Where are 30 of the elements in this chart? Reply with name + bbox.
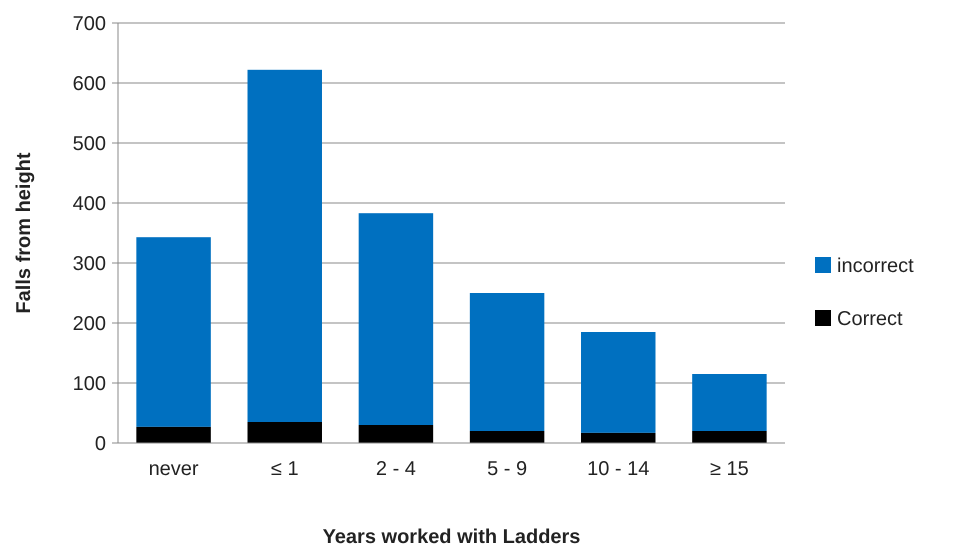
y-tick-label: 100 [72, 373, 106, 395]
y-tick-label: 600 [72, 73, 106, 95]
y-tick-label: 500 [72, 133, 106, 155]
y-axis-title: Falls from height [13, 152, 35, 314]
bar [470, 431, 544, 443]
bar [470, 293, 544, 431]
bar [358, 213, 434, 425]
bar [248, 422, 322, 443]
x-axis-title: Years worked with Ladders [322, 526, 580, 548]
legend-label: incorrect [837, 255, 914, 277]
bar [136, 426, 211, 443]
x-tick-label: 2 - 4 [376, 458, 416, 480]
bar [136, 237, 211, 427]
y-tick-label: 300 [72, 253, 106, 275]
legend-label: Correct [837, 308, 904, 330]
y-tick-label: 700 [72, 13, 106, 35]
x-tick-label: never [148, 458, 199, 480]
bar [692, 431, 767, 443]
y-tick-label: 200 [72, 313, 106, 335]
bar [581, 332, 656, 433]
x-tick-label: 10 - 14 [587, 458, 650, 480]
y-tick-label: 0 [94, 433, 106, 455]
x-tick-label: 5 - 9 [487, 458, 528, 480]
bar [581, 432, 656, 443]
x-tick-label: ≥ 15 [710, 458, 749, 480]
bar [248, 70, 322, 422]
bar [692, 374, 767, 431]
y-tick-label: 400 [72, 193, 106, 215]
x-tick-label: ≤ 1 [270, 458, 299, 480]
bar [358, 425, 434, 443]
